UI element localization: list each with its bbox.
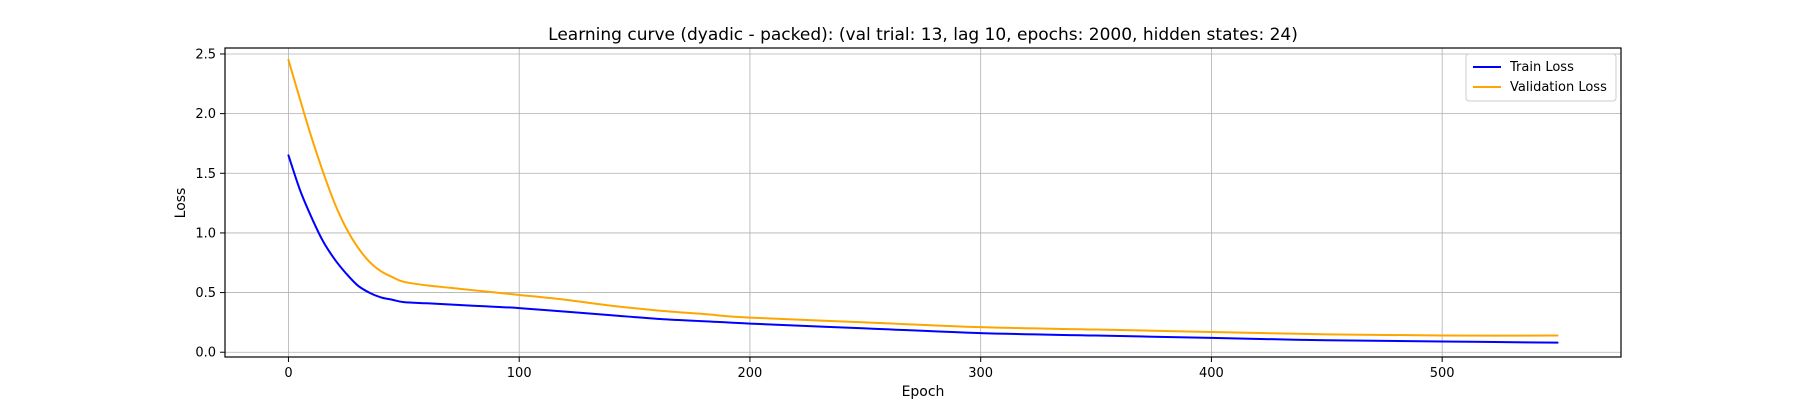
y-tick-label: 2.5 bbox=[195, 47, 216, 62]
y-axis-label: Loss bbox=[173, 188, 189, 219]
x-tick-label: 400 bbox=[1199, 366, 1224, 381]
x-tick-label: 0 bbox=[284, 366, 292, 381]
axis-ticks: 0 100 200 300 400 500 0.0 0.5 1.0 1.5 2.0 2.5 bbox=[195, 47, 1454, 381]
train-loss-line bbox=[287, 154, 1559, 344]
y-tick-label: 0.5 bbox=[195, 286, 216, 301]
legend-box bbox=[1465, 53, 1617, 102]
legend-label-train-loss: Train Loss bbox=[1509, 60, 1574, 75]
grid bbox=[225, 48, 1621, 357]
y-tick-label: 0.0 bbox=[195, 346, 216, 361]
y-tick-label: 1.5 bbox=[195, 167, 216, 182]
x-tick-label: 500 bbox=[1430, 366, 1455, 381]
x-tick-label: 300 bbox=[968, 366, 993, 381]
x-tick-label: 100 bbox=[507, 366, 532, 381]
series-lines bbox=[287, 58, 1559, 344]
legend-label-validation-loss: Validation Loss bbox=[1510, 80, 1607, 95]
validation-loss-line bbox=[287, 58, 1559, 337]
plot-area-frame bbox=[224, 47, 1622, 358]
y-tick-label: 2.0 bbox=[195, 107, 216, 122]
y-tick-label: 1.0 bbox=[195, 226, 216, 241]
legend: Train Loss Validation Loss bbox=[1465, 53, 1617, 102]
x-tick-label: 200 bbox=[738, 366, 763, 381]
chart-title: Learning curve (dyadic - packed): (val t… bbox=[548, 25, 1298, 45]
x-axis-label: Epoch bbox=[902, 384, 945, 400]
